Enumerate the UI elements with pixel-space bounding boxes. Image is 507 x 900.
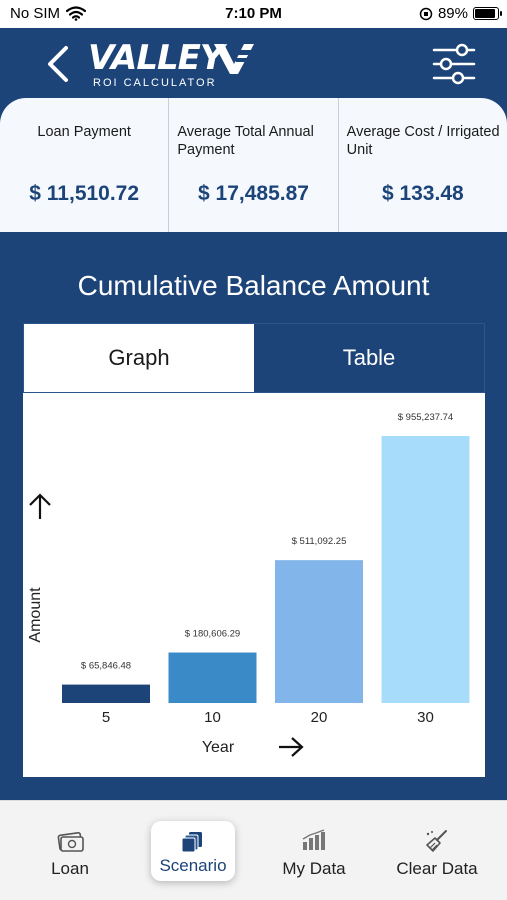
balance-panel: Cumulative Balance Amount Graph Table $ …	[0, 232, 507, 800]
brand-subtitle: ROI CALCULATOR	[93, 77, 217, 89]
broom-icon	[426, 830, 447, 852]
bar-value-label: $ 180,606.29	[185, 629, 240, 640]
tab-table[interactable]: Table	[254, 324, 484, 392]
status-right: 89%	[419, 5, 502, 22]
nav-clear-data-label: Clear Data	[396, 859, 478, 878]
brand-name: VALLEY	[88, 38, 224, 78]
back-button[interactable]	[42, 44, 76, 84]
arrow-up-icon	[29, 493, 51, 519]
summary-cards: Loan Payment $ 11,510.72 Average Total A…	[0, 98, 507, 232]
bar-value-label: $ 955,237.74	[398, 412, 453, 423]
annual-payment-value: $ 17,485.87	[198, 182, 309, 205]
wifi-icon	[66, 6, 87, 21]
nav-scenario[interactable]: Scenario	[151, 821, 235, 881]
nav-scenario-label: Scenario	[159, 856, 227, 875]
bar-30[interactable]	[381, 436, 470, 703]
settings-button[interactable]	[430, 42, 478, 86]
cost-per-unit-card: Average Cost / Irrigated Unit $ 133.48	[339, 98, 507, 232]
chevron-left-icon	[48, 46, 68, 82]
nav-loan[interactable]: Loan	[15, 821, 125, 883]
loan-payment-value: $ 11,510.72	[29, 182, 140, 205]
nav-my-data-label: My Data	[282, 859, 346, 878]
battery-level	[475, 9, 495, 18]
bar-chart-icon	[302, 829, 325, 850]
valley-emblem-icon	[214, 44, 254, 74]
x-tick-label: 20	[311, 709, 328, 726]
battery-percent: 89%	[437, 5, 468, 22]
status-left: No SIM	[10, 5, 87, 22]
arrow-right-icon	[279, 737, 304, 757]
nav-my-data[interactable]: My Data	[259, 821, 369, 883]
nav-clear-data[interactable]: Clear Data	[382, 821, 492, 883]
cost-per-unit-value: $ 133.48	[381, 182, 464, 205]
bar-value-label: $ 65,846.48	[81, 661, 131, 672]
loan-payment-label: Loan Payment	[37, 124, 131, 140]
loan-payment-card: Loan Payment $ 11,510.72	[0, 98, 170, 232]
annual-payment-card: Average Total Annual Payment $ 17,485.87	[169, 98, 339, 232]
status-time: 7:10 PM	[225, 5, 282, 22]
panel-title: Cumulative Balance Amount	[77, 270, 430, 301]
carrier-label: No SIM	[10, 5, 61, 22]
cost-per-unit-label: Average Cost / Irrigated Unit	[346, 124, 500, 158]
x-tick-label: 5	[102, 709, 110, 726]
x-tick-label: 10	[204, 709, 221, 726]
bar-value-label: $ 511,092.25	[292, 536, 347, 547]
valley-logo: VALLEY ROI CALCULATOR	[88, 38, 288, 94]
annual-payment-label: Average Total Annual Payment	[177, 124, 314, 158]
x-tick-label: 30	[417, 709, 434, 726]
x-axis-label: Year	[202, 739, 235, 756]
documents-icon	[181, 832, 202, 853]
bar-20[interactable]	[275, 560, 363, 703]
cash-icon	[57, 831, 84, 852]
tab-graph[interactable]: Graph	[24, 324, 254, 392]
battery-icon	[473, 7, 502, 20]
chart-area: $ 65,846.48 5 $ 180,606.29 10 $ 511,092.25 20…	[23, 393, 485, 777]
orientation-lock-icon	[419, 7, 433, 20]
bar-10[interactable]	[168, 652, 257, 703]
status-bar: No SIM 7:10 PM 89%	[0, 0, 507, 28]
nav-loan-label: Loan	[51, 859, 89, 878]
bottom-tab-bar: Loan Scenario My Data	[0, 800, 507, 900]
sliders-icon	[432, 43, 476, 85]
balance-chart: $ 65,846.48 5 $ 180,606.29 10 $ 511,092.25 20…	[27, 412, 470, 757]
bar-5[interactable]	[62, 684, 150, 703]
view-tabs: Graph Table	[23, 323, 485, 393]
y-axis-label: Amount	[27, 587, 44, 643]
